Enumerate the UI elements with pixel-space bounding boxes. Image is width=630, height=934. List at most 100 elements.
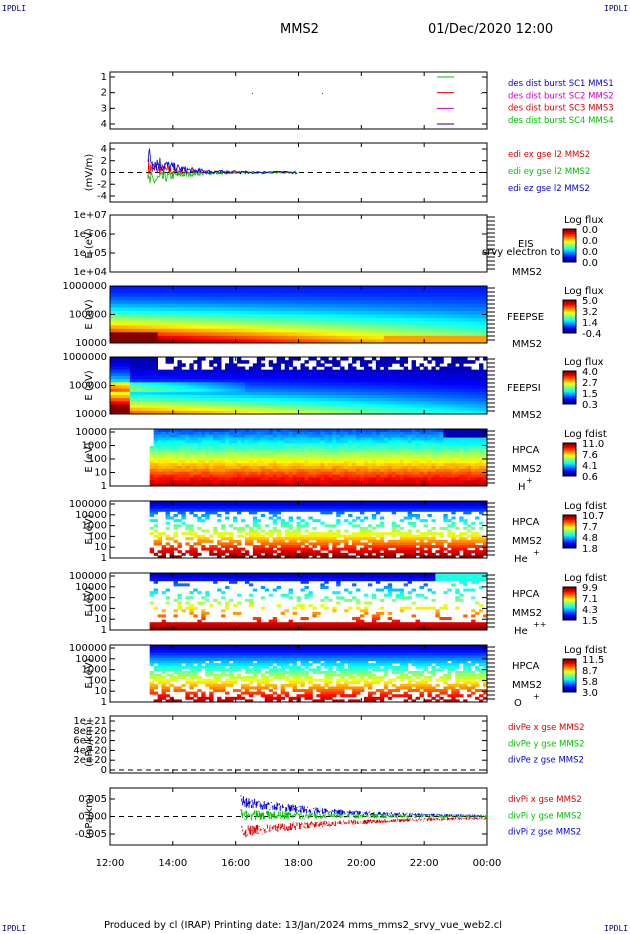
burst-dot	[252, 93, 253, 94]
feepsi-cbar-tick: 1.5	[582, 389, 598, 400]
edi-ylabel: (mV/m)	[84, 154, 95, 192]
edi-legend-entry: edi ey gse l2 MMS2	[508, 167, 590, 177]
divpe-frame	[109, 715, 488, 774]
cbar-cell	[563, 683, 576, 686]
cbar-cell	[563, 591, 576, 595]
hpca-he-charge: +	[533, 548, 540, 557]
feepsi-ytick-label: 100000	[69, 381, 107, 392]
cbar-cell	[563, 660, 576, 663]
cbar-frame	[562, 228, 577, 263]
cbar-cell	[563, 328, 576, 331]
cbar-cell	[563, 395, 576, 398]
hpca-he-species: He	[514, 554, 528, 565]
hpca-he-spectrogram	[149, 501, 488, 559]
cbar-cell	[563, 534, 576, 537]
hpca-hepp-cbar-tick: 1.5	[582, 616, 598, 627]
divpe-ytick-label: 8e+20	[73, 726, 107, 737]
hpca-h-ytick-label: 1	[101, 481, 107, 492]
divpe-legend-entry: divPe x gse MMS2	[508, 723, 585, 733]
xaxis-tick-label: 14:00	[158, 858, 187, 869]
xaxis-tick-label: 16:00	[221, 858, 250, 869]
cbar-cell	[563, 449, 576, 452]
hpca-h-ytick-label: 100	[88, 454, 107, 465]
feepsi-cbar-title: Log flux	[564, 357, 604, 368]
cbar-cell	[563, 457, 576, 460]
cbar-frame	[562, 514, 577, 549]
feepse-cbar-tick: 3.2	[582, 307, 598, 318]
cbar-cell	[563, 675, 576, 678]
hpca-hepp-charge: ++	[533, 620, 546, 629]
hpca-hepp-ytick-label: 1000	[82, 593, 107, 604]
cbar-cell	[563, 230, 576, 233]
edi-legend-entry: edi ex gse l2 MMS2	[508, 150, 590, 160]
cbar-cell	[563, 467, 576, 470]
cbar-cell	[563, 677, 576, 680]
cbar-cell	[563, 385, 576, 388]
cbar-cell	[563, 243, 576, 246]
hpca-he-ytick-label: 1000	[82, 521, 107, 532]
cbar-cell	[563, 444, 576, 447]
cbar-cell	[563, 235, 576, 238]
cbar-cell	[563, 598, 576, 601]
divpi-legend-entry: divPi y gse MMS2	[508, 811, 582, 821]
feepsi-cbar-tick: 0.3	[582, 400, 598, 411]
cbar-cell	[563, 242, 576, 245]
cbar-cell	[563, 232, 576, 235]
cbar-cell	[563, 374, 576, 377]
cbar-cell	[563, 446, 576, 449]
cbar-cell	[563, 471, 576, 474]
hpca-h-ytick-label: 1000	[82, 441, 107, 452]
feepse-sc: MMS2	[512, 339, 542, 350]
hpca-hepp-spectrogram	[149, 573, 488, 631]
cbar-cell	[563, 659, 576, 662]
divpi-ytick-label: 0.000	[78, 812, 107, 823]
cbar-cell	[563, 237, 576, 240]
cbar-cell	[563, 663, 576, 667]
hpca-he-ytick-label: 100	[88, 531, 107, 542]
hpca-hepp-ylabel: E (eV)	[84, 586, 95, 616]
hpca-o-instrument: HPCA	[512, 661, 540, 672]
eis-cbar-tick: 0.0	[582, 247, 598, 258]
cbar-cell	[563, 515, 576, 518]
cbar-cell	[563, 329, 576, 332]
eis-ytick-label: 1e+06	[73, 229, 107, 240]
hpca-hepp-ytick-label: 10000	[75, 582, 107, 593]
cbar-cell	[563, 531, 576, 534]
cbar-frame	[562, 299, 577, 334]
cbar-cell	[563, 543, 576, 546]
xaxis-tick-label: 22:00	[410, 858, 439, 869]
hpca-h-cbar-tick: 7.6	[582, 450, 598, 461]
cbar-cell	[563, 524, 576, 528]
hpca-he-cbar-title: Log fdist	[564, 501, 607, 512]
edi-series-2	[147, 148, 298, 175]
cbar-cell	[563, 384, 576, 387]
cbar-frame	[562, 586, 577, 621]
cbar-cell	[563, 387, 576, 390]
eis-cbar-tick: 0.0	[582, 236, 598, 247]
cbar-cell	[563, 389, 576, 392]
hpca-hepp-ytick-label: 100	[88, 603, 107, 614]
cbar-cell	[563, 245, 576, 248]
cbar-cell	[563, 454, 576, 457]
cbar-cell	[563, 518, 576, 521]
hpca-he-ytick-label: 10000	[75, 510, 107, 521]
eis-cbar-title: Log flux	[564, 215, 604, 226]
hpca-he-ylabel: E (eV)	[84, 514, 95, 544]
hpca-he-ytick-label: 1	[101, 553, 107, 564]
eis-frame	[109, 214, 488, 273]
hpca-hepp-ytick-label: 10	[94, 614, 107, 625]
cbar-cell	[563, 229, 576, 232]
cbar-cell	[563, 596, 576, 600]
eis-ytick-label: 1e+04	[73, 267, 107, 278]
feepsi-spectrogram	[110, 357, 488, 415]
cbar-cell	[563, 615, 576, 618]
cbar-cell	[563, 588, 576, 591]
burst-dot	[322, 93, 323, 94]
footer-credit: Produced by cl (IRAP) Printing date: 13/…	[104, 920, 503, 931]
cbar-cell	[563, 606, 576, 609]
cbar-cell	[563, 233, 576, 237]
feepse-instrument: FEEPSE	[507, 312, 544, 323]
cbar-cell	[563, 392, 576, 395]
cbar-cell	[563, 258, 576, 261]
cbar-cell	[563, 544, 576, 547]
